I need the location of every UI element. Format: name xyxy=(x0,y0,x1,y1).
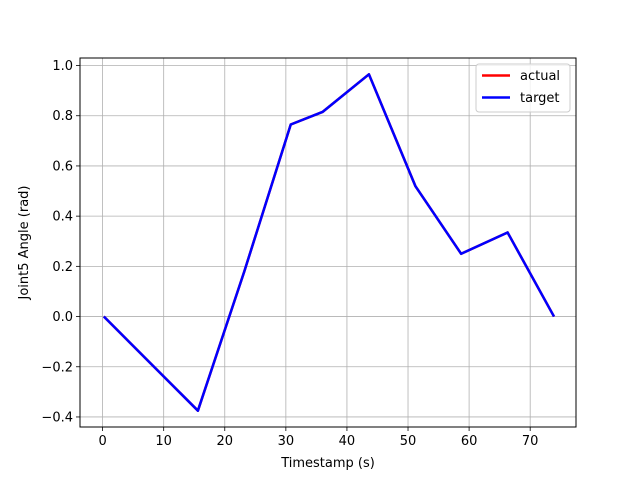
y-tick-label: 0.4 xyxy=(52,210,73,225)
y-axis-label: Joint5 Angle (rad) xyxy=(17,186,32,301)
x-tick-label: 70 xyxy=(522,434,539,449)
x-axis-label: Timestamp (s) xyxy=(280,456,375,471)
series-line-target xyxy=(102,73,556,412)
x-tick-label: 30 xyxy=(278,434,295,449)
y-tick-label: 0.8 xyxy=(52,109,73,124)
y-tick-label: 0.2 xyxy=(52,260,73,275)
y-tick-label: 0.6 xyxy=(52,159,73,174)
x-tick-label: 50 xyxy=(400,434,417,449)
legend: actual target xyxy=(475,63,571,113)
x-tick-label: 20 xyxy=(216,434,233,449)
x-tick-label: 0 xyxy=(98,434,106,449)
y-tick-label: −0.4 xyxy=(41,410,73,425)
series-lines xyxy=(102,73,556,412)
y-tick-label: −0.2 xyxy=(41,360,73,375)
grid xyxy=(80,58,576,427)
legend-label-actual: actual xyxy=(520,69,560,84)
axis-ticks: 0 10 20 30 40 50 60 70 −0.4 −0.2 0.0 0.2 0.4 0.6 0.8 1.… xyxy=(41,59,538,449)
plot-frame xyxy=(79,57,577,428)
y-tick-label: 1.0 xyxy=(52,59,73,74)
x-tick-label: 10 xyxy=(155,434,172,449)
legend-label-target: target xyxy=(520,91,560,106)
x-tick-label: 40 xyxy=(339,434,356,449)
y-tick-label: 0.0 xyxy=(52,310,73,325)
x-tick-label: 60 xyxy=(461,434,478,449)
